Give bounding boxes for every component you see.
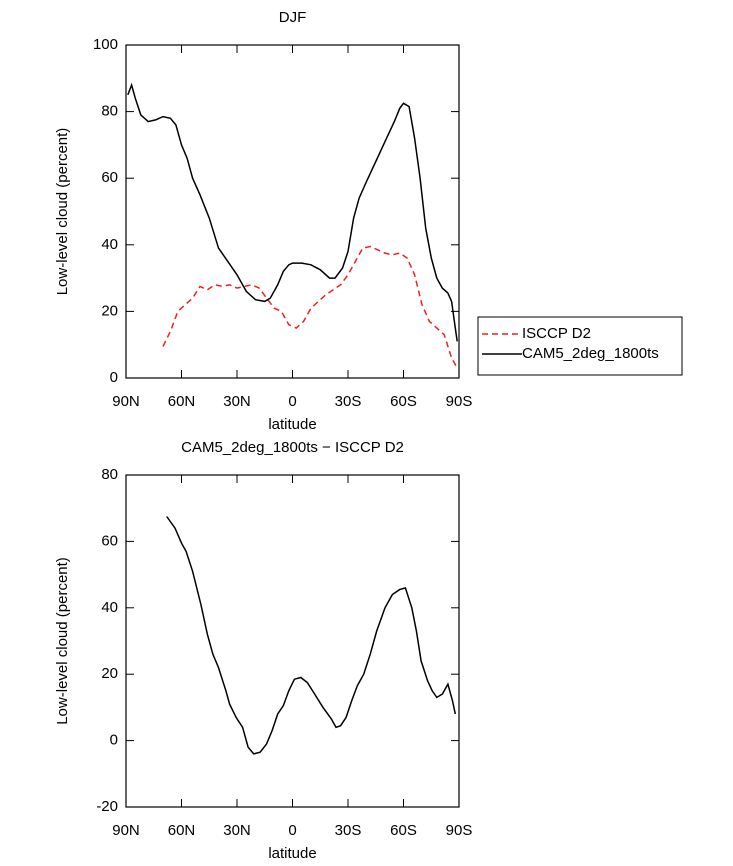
y-axis-label: Low-level cloud (percent) [54,557,71,725]
legend-box [477,316,683,376]
y-tick-label: -20 [96,798,118,815]
x-tick-label: 90S [446,822,473,839]
x-tick-label: 90N [112,393,140,410]
chart-title: DJF [279,9,307,26]
data-line [127,82,458,342]
y-tick-label: 20 [101,302,118,319]
y-tick-label: 0 [110,732,118,749]
x-tick-label: 60S [390,393,417,410]
x-tick-label: 0 [288,393,296,410]
data-line [166,516,457,755]
y-tick-label: 100 [93,36,118,53]
chart-title: CAM5_2deg_1800ts − ISCCP D2 [181,439,404,456]
y-tick-label: 80 [101,103,118,120]
x-tick-label: 90N [112,822,140,839]
x-tick-label: 30N [223,822,251,839]
x-tick-label: 90S [446,393,473,410]
y-tick-label: 20 [101,665,118,682]
x-axis-label: latitude [268,416,316,433]
plot-frame [125,474,460,808]
y-tick-label: 60 [101,169,118,186]
legend-label: CAM5_2deg_1800ts [522,345,659,362]
y-tick-label: 80 [101,466,118,483]
y-tick-label: 60 [101,532,118,549]
x-tick-label: 0 [288,822,296,839]
y-tick-label: 0 [110,369,118,386]
x-tick-label: 30N [223,393,251,410]
x-tick-label: 60N [168,393,196,410]
plot-frame [125,44,460,379]
legend-label: ISCCP D2 [522,325,591,342]
y-axis-label: Low-level cloud (percent) [54,128,71,296]
data-line [162,245,458,369]
x-tick-label: 30S [335,822,362,839]
y-tick-label: 40 [101,599,118,616]
y-tick-label: 40 [101,236,118,253]
x-tick-label: 60N [168,822,196,839]
x-axis-label: latitude [268,845,316,862]
x-tick-label: 60S [390,822,417,839]
x-tick-label: 30S [335,393,362,410]
